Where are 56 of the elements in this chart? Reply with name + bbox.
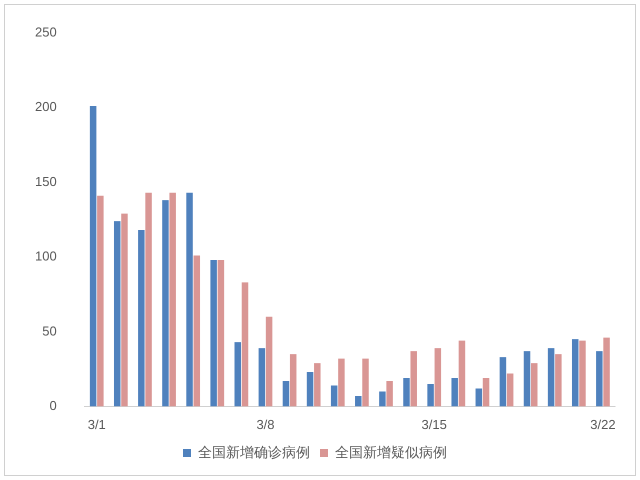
bar — [434, 348, 442, 406]
bar — [427, 384, 434, 406]
legend-label: 全国新增疑似病例 — [335, 444, 447, 460]
x-tick-label: 3/15 — [422, 416, 447, 432]
bar — [555, 354, 562, 406]
bar — [458, 340, 466, 406]
bar — [603, 338, 610, 406]
y-tick-label: 0 — [49, 398, 57, 413]
bar — [548, 348, 554, 406]
bar — [506, 374, 514, 406]
bar — [234, 342, 242, 406]
bar — [186, 192, 193, 406]
bar — [572, 339, 578, 406]
bar — [145, 192, 152, 406]
y-tick-label: 200 — [34, 99, 57, 114]
bar — [338, 358, 345, 406]
bar — [596, 351, 603, 406]
bar — [403, 378, 410, 406]
y-tick-label: 250 — [34, 24, 57, 40]
y-tick-label: 50 — [42, 323, 57, 338]
bar — [530, 363, 538, 406]
bar — [194, 255, 200, 406]
bar — [524, 351, 530, 406]
bar — [258, 348, 266, 406]
legend-label: 全国新增确诊病例 — [198, 444, 310, 460]
bar — [410, 351, 417, 406]
bar — [114, 221, 120, 406]
bar — [386, 380, 393, 406]
x-tick-label: 3/8 — [256, 416, 275, 432]
bar — [482, 378, 490, 406]
bar — [314, 363, 321, 406]
x-tick-label: 3/22 — [590, 416, 616, 432]
bar — [169, 192, 176, 406]
bar — [90, 106, 96, 406]
bar — [330, 385, 338, 406]
bar — [138, 230, 145, 406]
bar — [290, 354, 296, 406]
bar — [379, 391, 386, 406]
bar — [355, 396, 362, 406]
x-tick-label: 3/1 — [88, 416, 106, 432]
bar — [218, 260, 224, 406]
bar — [266, 316, 272, 406]
bar — [242, 282, 248, 406]
bar — [579, 340, 586, 406]
y-tick-label: 150 — [34, 174, 57, 189]
bar — [306, 372, 314, 406]
bar — [97, 196, 104, 406]
bar — [162, 200, 169, 406]
bar — [362, 358, 369, 406]
bar — [121, 214, 128, 406]
bar — [476, 388, 482, 406]
bar — [451, 378, 458, 406]
bar — [500, 357, 506, 406]
y-tick-label: 100 — [34, 248, 57, 264]
bar — [282, 380, 290, 406]
bar — [210, 260, 217, 406]
